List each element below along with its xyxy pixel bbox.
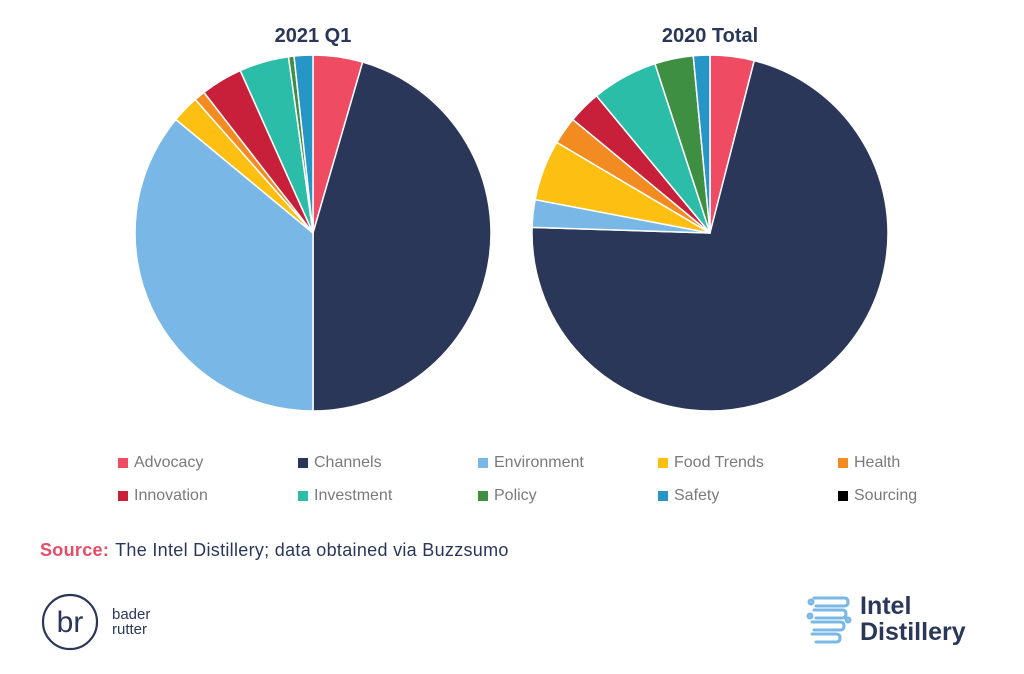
pie-slice-channels — [531, 59, 889, 412]
legend-item-sourcing: Sourcing — [838, 485, 1018, 506]
intel-distillery-logo: Intel Distillery — [806, 590, 966, 648]
legend-item-advocacy: Advocacy — [118, 452, 298, 473]
distillery-text: Distillery — [860, 618, 966, 646]
svg-text:br: br — [57, 606, 84, 639]
legend-swatch — [838, 490, 848, 501]
chart-title: 2020 Total — [662, 25, 758, 47]
legend-item-health: Health — [838, 452, 1018, 473]
legend-label: Environment — [494, 453, 584, 471]
legend-label: Sourcing — [854, 486, 918, 504]
legend-label: Health — [854, 453, 901, 471]
legend-item-safety: Safety — [658, 485, 838, 506]
legend-label: Food Trends — [674, 453, 764, 471]
legend-item-channels: Channels — [298, 452, 478, 473]
legend-swatch — [658, 457, 668, 468]
pie-slice-safety — [293, 54, 314, 234]
source-note: Source: The Intel Distillery; data obtain… — [40, 540, 509, 561]
pie-slice-environment — [134, 118, 314, 412]
br-monogram-icon: br — [41, 593, 99, 651]
legend-item-investment: Investment — [298, 485, 478, 506]
legend-label: Investment — [314, 486, 393, 504]
pie-chart-2: 2020 Total — [531, 25, 889, 412]
legend-item-food-trends: Food Trends — [658, 452, 838, 473]
pie-slice-safety — [692, 54, 711, 234]
bader-text: bader — [112, 606, 151, 623]
chart-title: 2021 Q1 — [275, 25, 352, 47]
legend-swatch — [838, 457, 848, 468]
source-label: Source: — [40, 540, 110, 560]
legend: Advocacy Channels Environment Food Trend… — [118, 452, 1018, 506]
legend-label: Advocacy — [134, 453, 204, 471]
legend-label: Innovation — [134, 486, 208, 504]
source-text: The Intel Distillery; data obtained via … — [115, 540, 509, 560]
pie-slice-channels — [312, 61, 492, 412]
legend-label: Policy — [494, 486, 537, 504]
legend-swatch — [118, 457, 128, 468]
pie-chart-1: 2021 Q1 — [134, 25, 492, 412]
legend-item-innovation: Innovation — [118, 485, 298, 506]
legend-swatch — [478, 490, 488, 501]
legend-item-policy: Policy — [478, 485, 658, 506]
legend-swatch — [478, 457, 488, 468]
distillery-coil-icon — [806, 596, 852, 644]
legend-swatch — [298, 490, 308, 501]
bader-rutter-logo: br bader rutter — [40, 592, 150, 652]
legend-label: Channels — [314, 453, 382, 471]
legend-swatch — [298, 457, 308, 468]
legend-item-environment: Environment — [478, 452, 658, 473]
legend-label: Safety — [674, 486, 720, 504]
rutter-text: rutter — [112, 621, 148, 638]
legend-swatch — [118, 490, 128, 501]
legend-swatch — [658, 490, 668, 501]
pie-charts: 2021 Q1 2020 Total — [134, 25, 889, 412]
intel-text: Intel — [860, 592, 912, 620]
